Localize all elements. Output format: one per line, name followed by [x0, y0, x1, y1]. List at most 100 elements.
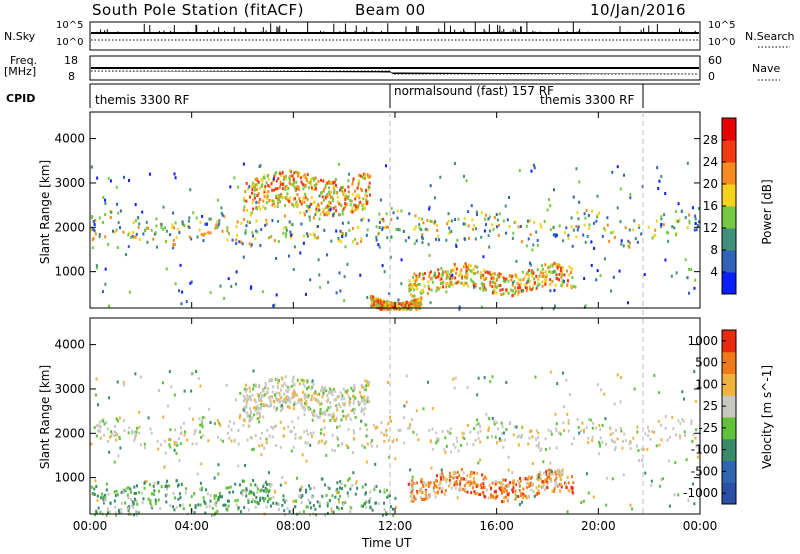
range-cell — [159, 507, 162, 511]
range-cell — [301, 199, 304, 203]
range-cell — [370, 444, 373, 448]
range-cell — [528, 268, 531, 272]
range-cell — [436, 474, 439, 478]
range-cell — [303, 211, 306, 215]
range-cell — [660, 222, 663, 226]
colorbar-swatch — [722, 250, 736, 273]
range-cell — [288, 510, 291, 514]
range-cell — [539, 473, 542, 477]
range-cell — [339, 289, 342, 293]
range-cell — [301, 378, 304, 382]
range-cell — [568, 393, 571, 397]
range-cell — [527, 475, 530, 479]
range-cell — [374, 297, 377, 301]
range-cell — [205, 488, 208, 492]
range-cell — [491, 416, 494, 420]
range-cell — [258, 444, 261, 448]
range-cell — [505, 428, 508, 432]
range-cell — [191, 372, 194, 376]
range-cell — [541, 275, 544, 279]
range-cell — [470, 491, 473, 495]
range-cell — [590, 263, 593, 267]
range-cell — [550, 479, 553, 483]
range-cell — [96, 494, 99, 498]
range-cell — [545, 482, 548, 486]
range-cell — [239, 391, 242, 395]
range-cell — [331, 199, 334, 203]
range-cell — [491, 435, 494, 439]
range-cell — [202, 496, 205, 500]
range-cell — [592, 421, 595, 425]
range-cell — [492, 276, 495, 280]
range-cell — [500, 438, 503, 442]
range-cell — [310, 398, 313, 402]
range-cell — [348, 400, 351, 404]
range-cell — [227, 499, 230, 503]
range-cell — [467, 284, 470, 288]
colorbar-tick-label: 100 — [695, 377, 718, 391]
range-cell — [155, 245, 158, 249]
range-cell — [466, 474, 469, 478]
range-cell — [512, 486, 515, 490]
range-cell — [281, 475, 284, 479]
range-cell — [446, 222, 449, 226]
range-cell — [341, 232, 344, 236]
range-cell — [271, 219, 274, 223]
range-cell — [303, 413, 306, 417]
range-cell — [428, 287, 431, 291]
range-cell — [92, 492, 95, 496]
range-cell — [327, 406, 330, 410]
range-cell — [305, 209, 308, 213]
range-cell — [357, 183, 360, 187]
range-cell — [90, 215, 93, 219]
range-cell — [329, 390, 332, 394]
colorbar-tick-label: 25 — [703, 399, 718, 413]
range-cell — [230, 284, 233, 288]
range-cell — [300, 202, 303, 206]
range-cell — [242, 406, 245, 410]
range-cell — [157, 498, 160, 502]
range-cell — [283, 513, 286, 517]
range-cell — [260, 431, 263, 435]
range-cell — [293, 391, 296, 395]
range-cell — [182, 421, 185, 425]
range-cell — [610, 438, 613, 442]
range-cell — [375, 299, 378, 303]
range-cell — [275, 407, 278, 411]
range-cell — [214, 226, 217, 230]
range-cell — [129, 513, 132, 517]
range-cell — [431, 427, 434, 431]
range-cell — [421, 289, 424, 293]
range-cell — [485, 477, 488, 481]
range-cell — [677, 493, 680, 497]
range-cell — [314, 507, 317, 511]
range-cell — [273, 174, 276, 178]
range-cell — [131, 505, 134, 509]
range-cell — [553, 288, 556, 292]
range-cell — [688, 267, 691, 271]
range-cell — [306, 387, 309, 391]
range-cell — [360, 419, 363, 423]
range-cell — [318, 273, 321, 277]
range-cell — [640, 447, 643, 451]
range-cell — [406, 300, 409, 304]
range-cell — [201, 423, 204, 427]
range-cell — [528, 285, 531, 289]
range-cell — [215, 501, 218, 505]
range-cell — [614, 445, 617, 449]
range-cell — [429, 440, 432, 444]
range-cell — [693, 228, 696, 232]
range-cell — [292, 183, 295, 187]
range-cell — [445, 238, 448, 242]
range-cell — [90, 485, 93, 489]
range-cell — [221, 495, 224, 499]
range-cell — [361, 203, 364, 207]
range-cell — [248, 490, 251, 494]
range-cell — [396, 216, 399, 220]
range-cell — [664, 427, 667, 431]
range-cell — [177, 289, 180, 293]
range-cell — [269, 395, 272, 399]
range-cell — [102, 419, 105, 423]
range-cell — [331, 393, 334, 397]
range-cell — [325, 440, 328, 444]
